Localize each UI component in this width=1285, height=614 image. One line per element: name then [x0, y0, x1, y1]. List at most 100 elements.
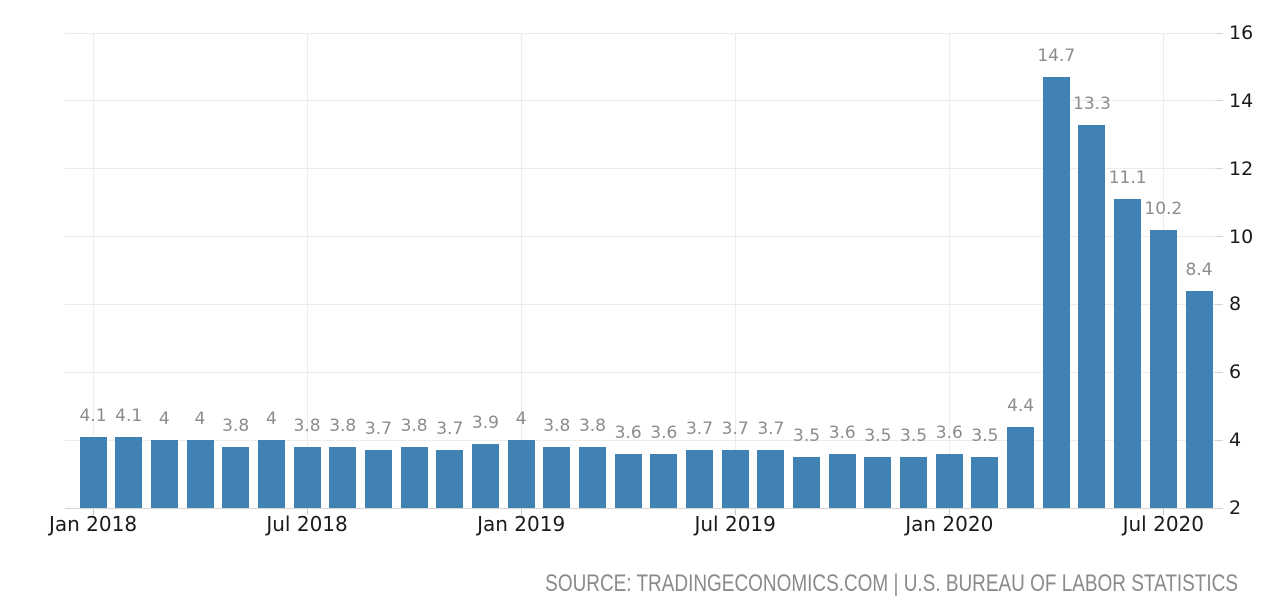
horizontal-gridline — [65, 439, 1215, 441]
bar[interactable] — [935, 453, 963, 508]
y-axis-tick-label: 10 — [1229, 225, 1254, 248]
bar[interactable] — [186, 440, 214, 508]
y-axis-tick — [1215, 32, 1223, 34]
bar[interactable] — [793, 457, 821, 508]
x-axis-tick — [306, 509, 308, 515]
bar[interactable] — [400, 446, 428, 508]
bar[interactable] — [650, 453, 678, 508]
bar-value-label: 3.8 — [293, 415, 321, 436]
bar[interactable] — [1149, 229, 1177, 508]
x-axis-tick-label: Jan 2019 — [477, 512, 566, 536]
bar-value-label: 3.7 — [757, 419, 785, 440]
x-axis-tick-label: Jan 2020 — [905, 512, 994, 536]
bar[interactable] — [686, 450, 714, 508]
y-axis-tick-label: 8 — [1229, 293, 1242, 316]
x-axis-tick — [520, 509, 522, 515]
bar-value-label: 4 — [515, 409, 527, 430]
bar[interactable] — [864, 457, 892, 508]
y-axis-tick-label: 4 — [1229, 429, 1242, 452]
bar[interactable] — [79, 436, 107, 508]
bar-value-label: 10.2 — [1144, 198, 1183, 219]
bar-value-label: 8.4 — [1185, 259, 1213, 280]
bar-value-label: 11.1 — [1108, 168, 1147, 189]
bar[interactable] — [329, 446, 357, 508]
bar-value-label: 3.8 — [543, 415, 571, 436]
y-axis-tick — [1215, 371, 1223, 373]
bar[interactable] — [614, 453, 642, 508]
horizontal-gridline — [65, 32, 1215, 34]
bar-value-label: 13.3 — [1073, 93, 1111, 114]
horizontal-gridline — [65, 371, 1215, 373]
bar-value-label: 3.7 — [685, 419, 714, 440]
horizontal-gridline — [65, 168, 1215, 170]
bar-value-label: 3.8 — [400, 415, 428, 436]
bar-value-label: 4 — [194, 409, 206, 430]
vertical-gridline — [948, 33, 950, 508]
bar[interactable] — [436, 450, 464, 508]
bar[interactable] — [721, 450, 749, 508]
bar[interactable] — [293, 446, 321, 508]
bar[interactable] — [115, 436, 143, 508]
bar-value-label: 3.8 — [329, 415, 357, 436]
bar-value-label: 3.7 — [436, 419, 464, 440]
bar[interactable] — [1185, 290, 1213, 508]
x-axis-tick-label: Jul 2019 — [694, 512, 776, 536]
x-axis-tick-label: Jul 2020 — [1122, 512, 1204, 536]
y-axis-tick-label: 12 — [1229, 157, 1254, 180]
y-axis-tick — [1215, 303, 1223, 305]
bar-value-label: 3.8 — [578, 415, 606, 436]
bar[interactable] — [364, 450, 392, 508]
bar-value-label: 3.6 — [614, 422, 642, 443]
bar-value-label: 3.9 — [471, 412, 499, 433]
bar[interactable] — [578, 446, 606, 508]
x-axis-tick — [948, 509, 950, 515]
bar[interactable] — [1042, 77, 1070, 508]
bar[interactable] — [257, 440, 285, 508]
x-axis-tick-label: Jan 2018 — [48, 512, 138, 536]
y-axis-tick — [1215, 168, 1223, 170]
y-axis-tick — [1215, 507, 1223, 509]
bar-value-label: 3.6 — [935, 422, 963, 443]
bar-value-label: 3.6 — [828, 422, 856, 443]
bar-value-label: 3.5 — [793, 426, 821, 447]
source-attribution: SOURCE: TRADINGECONOMICS.COM | U.S. BURE… — [545, 570, 1238, 597]
y-axis-tick-label: 14 — [1229, 89, 1254, 112]
x-axis-tick — [1162, 509, 1164, 515]
bar[interactable] — [1114, 199, 1142, 508]
bar[interactable] — [471, 443, 499, 508]
vertical-gridline — [734, 33, 736, 508]
bar-value-label: 4.1 — [79, 405, 107, 426]
bar-value-label: 4.4 — [1007, 395, 1035, 416]
bar[interactable] — [150, 440, 178, 508]
bar-value-label: 3.5 — [971, 426, 999, 447]
vertical-gridline — [92, 33, 94, 508]
bar-value-label: 3.7 — [721, 419, 749, 440]
bar[interactable] — [543, 446, 571, 508]
bar[interactable] — [1078, 124, 1106, 508]
y-axis-tick — [1215, 439, 1223, 441]
bar[interactable] — [900, 457, 928, 508]
x-axis-tick — [734, 509, 736, 515]
bar[interactable] — [507, 440, 535, 508]
bar-value-label: 4.1 — [115, 405, 143, 426]
bar[interactable] — [1007, 426, 1035, 508]
bar[interactable] — [971, 457, 999, 508]
bar[interactable] — [222, 446, 250, 508]
horizontal-gridline — [65, 100, 1215, 102]
bar-value-label: 3.8 — [222, 415, 250, 436]
y-axis-tick — [1215, 236, 1223, 238]
bar-value-label: 3.6 — [650, 422, 678, 443]
x-axis-tick — [92, 509, 94, 515]
bar[interactable] — [757, 450, 785, 508]
y-axis-tick-label: 2 — [1229, 497, 1242, 519]
bar-value-label: 4 — [158, 409, 170, 430]
vertical-gridline — [306, 33, 308, 508]
bar-value-label: 4 — [265, 409, 277, 430]
bar-value-label: 3.7 — [364, 419, 392, 440]
x-axis-line — [65, 507, 1215, 509]
bar[interactable] — [828, 453, 856, 508]
horizontal-gridline — [65, 236, 1215, 238]
bar-value-label: 3.5 — [900, 426, 928, 447]
horizontal-gridline — [65, 303, 1215, 305]
